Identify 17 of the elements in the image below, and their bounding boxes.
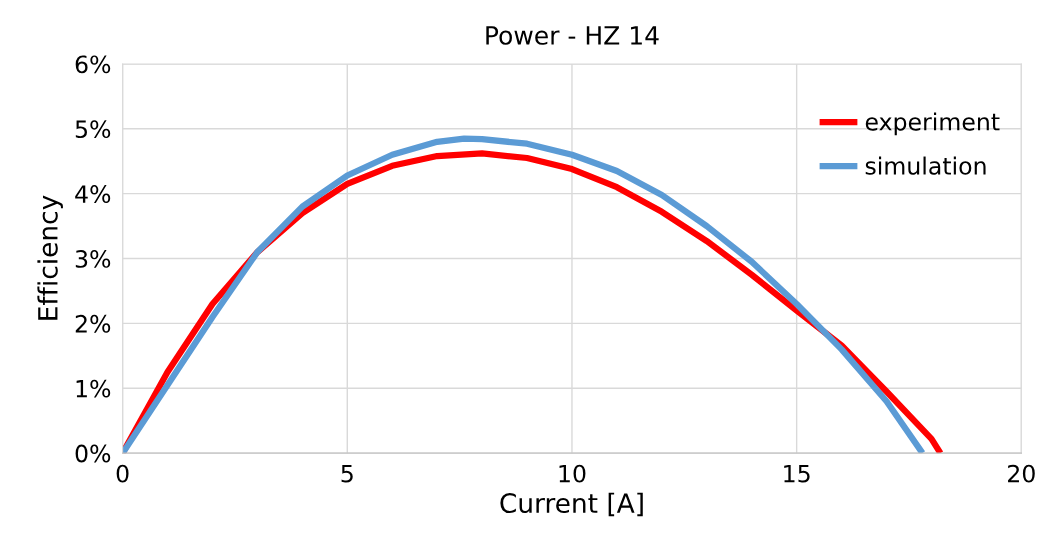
x-tick-label: 10 bbox=[559, 464, 586, 483]
y-axis-title: Efficiency bbox=[37, 195, 63, 320]
y-tick-label: 1% bbox=[76, 379, 111, 398]
x-tick-label: 20 bbox=[1008, 464, 1035, 483]
y-tick-label: 4% bbox=[75, 185, 111, 203]
legend-label: experiment bbox=[865, 112, 1000, 136]
y-tick-label: 2% bbox=[75, 314, 111, 333]
y-tick-label: 3% bbox=[75, 249, 111, 268]
y-tick-label: 6% bbox=[75, 55, 111, 74]
x-axis-title: Current [A] bbox=[500, 492, 643, 517]
x-tick-label: 5 bbox=[341, 464, 353, 483]
legend-label: simulation bbox=[865, 156, 986, 175]
x-tick-label: 0 bbox=[116, 464, 129, 483]
chart-title: Power - HZ 14 bbox=[486, 26, 659, 45]
y-tick-label: 5% bbox=[75, 120, 111, 139]
x-tick-label: 15 bbox=[784, 464, 810, 483]
y-tick-label: 0% bbox=[75, 444, 111, 463]
